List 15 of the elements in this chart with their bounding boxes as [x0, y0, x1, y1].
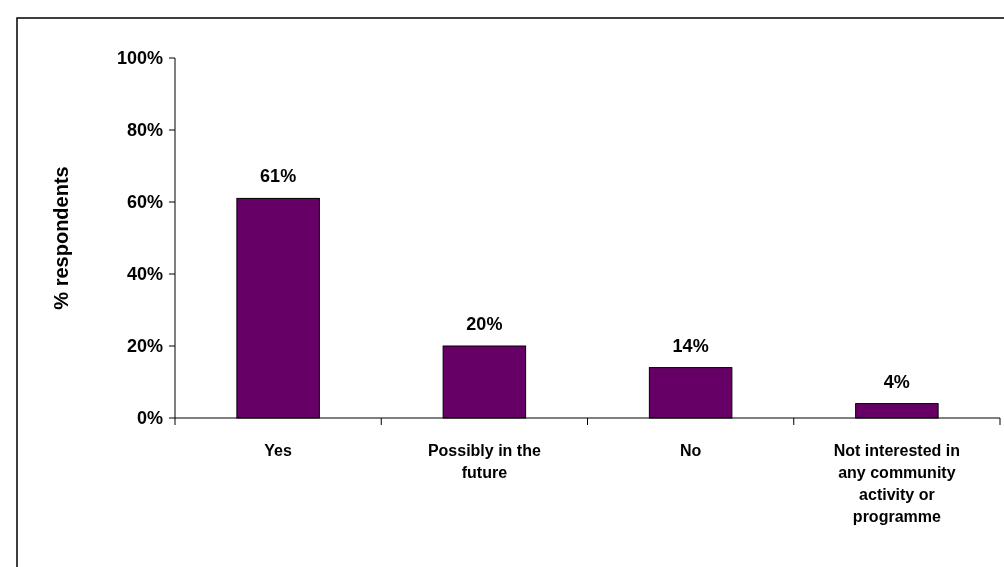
y-tick-label: 40%	[126, 264, 163, 285]
x-tick-label: No	[679, 442, 702, 459]
data-label: 61%	[260, 166, 297, 187]
x-tick-label: Not interested in any community activity or programme	[833, 442, 960, 525]
y-tick-label: 100%	[116, 48, 163, 69]
y-tick-label: 0%	[136, 408, 163, 429]
y-axis-title: % respondents	[50, 166, 72, 310]
y-tick-label: 60%	[126, 192, 163, 213]
x-tick-label: Possibly in the future	[427, 442, 541, 481]
data-label: 20%	[466, 314, 503, 334]
data-label: 4%	[883, 371, 910, 392]
y-tick-label: 80%	[126, 120, 163, 141]
x-tick-label: Yes	[264, 442, 293, 459]
data-label: 14%	[672, 335, 709, 356]
y-tick-label: 20%	[126, 336, 163, 357]
